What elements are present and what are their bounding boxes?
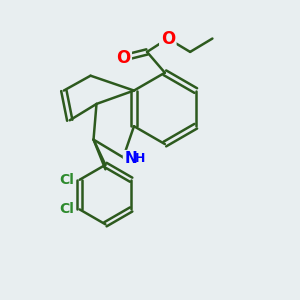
Text: O: O <box>116 49 130 67</box>
Text: N: N <box>124 152 137 166</box>
Text: Cl: Cl <box>59 173 74 187</box>
Text: O: O <box>161 29 175 47</box>
Text: Cl: Cl <box>59 202 74 216</box>
Text: H: H <box>135 152 146 165</box>
